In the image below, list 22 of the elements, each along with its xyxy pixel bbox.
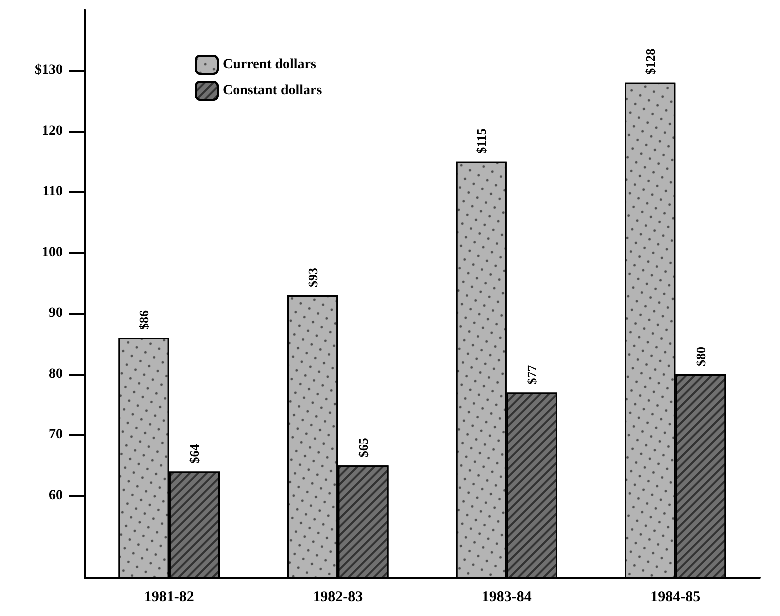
- x-tick-label: 1981-82: [144, 590, 194, 606]
- data-label: $86: [136, 310, 152, 330]
- y-tick-label: 120: [42, 124, 63, 139]
- y-tick-label: 100: [42, 245, 63, 260]
- y-tick-label: 80: [49, 366, 63, 382]
- y-tick-label: 70: [49, 428, 63, 443]
- y-tick-label: 90: [49, 306, 63, 322]
- y-tick-label: 60: [49, 488, 63, 504]
- legend-label: Constant dollars: [223, 84, 323, 98]
- x-tick-label: 1984-85: [650, 590, 701, 606]
- y-tick-label: 110: [42, 184, 63, 200]
- legend-label: Current dollars: [223, 58, 318, 72]
- data-label: $80: [693, 346, 708, 366]
- data-label: $64: [187, 444, 202, 464]
- y-tick-label: $130: [35, 63, 63, 78]
- x-tick-label: 1982-83: [313, 590, 364, 606]
- x-tick-label: 1983-84: [482, 590, 532, 606]
- data-label: $65: [356, 438, 371, 458]
- data-label: $77: [524, 364, 540, 385]
- data-label: $93: [305, 268, 320, 288]
- data-label: $128: [642, 48, 658, 75]
- data-label: $115: [474, 128, 490, 154]
